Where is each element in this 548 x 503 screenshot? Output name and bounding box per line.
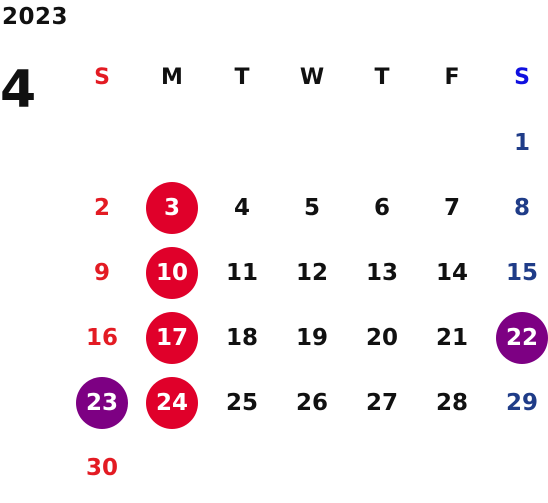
day-cell[interactable]: 11 (207, 240, 277, 305)
day-cell[interactable]: 28 (417, 370, 487, 435)
day-cell[interactable]: 4 (207, 175, 277, 240)
day-cell[interactable]: 8 (487, 175, 548, 240)
day-number: 2 (93, 194, 110, 221)
weeks-container: 1 2 3 4 5 6 7 8 9 10 11 12 13 14 15 16 17 18 19 20 21 22 23 24 2… (67, 110, 548, 500)
day-cell[interactable]: 6 (347, 175, 417, 240)
week-row: 1 (67, 110, 548, 175)
week-row: 30 (67, 435, 548, 500)
week-row: 16 17 18 19 20 21 22 (67, 305, 548, 370)
day-number: 29 (505, 389, 538, 416)
day-number: 22 (496, 311, 548, 364)
year-label: 2023 (2, 4, 69, 30)
day-number: 3 (146, 181, 198, 234)
day-cell[interactable]: 18 (207, 305, 277, 370)
day-cell[interactable]: 22 (487, 305, 548, 370)
day-number: 25 (225, 389, 258, 416)
day-number: 21 (435, 324, 468, 351)
day-number: 9 (93, 259, 110, 286)
day-number: 28 (435, 389, 468, 416)
day-number: 30 (85, 454, 118, 481)
day-number: 4 (233, 194, 250, 221)
day-cell[interactable]: 2 (67, 175, 137, 240)
day-number: 20 (365, 324, 398, 351)
day-number: 13 (365, 259, 398, 286)
day-cell[interactable]: 5 (277, 175, 347, 240)
week-row: 9 10 11 12 13 14 15 (67, 240, 548, 305)
day-number: 16 (85, 324, 118, 351)
day-number: 10 (146, 246, 198, 299)
day-cell[interactable]: 3 (137, 175, 207, 240)
week-row: 2 3 4 5 6 7 8 (67, 175, 548, 240)
day-cell[interactable]: 9 (67, 240, 137, 305)
day-cell[interactable]: 19 (277, 305, 347, 370)
day-cell[interactable]: 26 (277, 370, 347, 435)
day-cell[interactable]: 12 (277, 240, 347, 305)
day-number: 18 (225, 324, 258, 351)
day-number: 27 (365, 389, 398, 416)
weekday-thursday: T (374, 65, 390, 90)
day-cell[interactable]: 14 (417, 240, 487, 305)
weekday-sunday: S (94, 65, 110, 90)
day-number: 5 (303, 194, 320, 221)
day-number: 17 (146, 311, 198, 364)
day-cell[interactable]: 7 (417, 175, 487, 240)
day-number: 12 (295, 259, 328, 286)
day-number: 11 (225, 259, 258, 286)
day-number: 8 (513, 194, 530, 221)
day-number: 24 (146, 376, 198, 429)
day-number: 1 (513, 129, 530, 156)
day-cell[interactable]: 30 (67, 435, 137, 500)
weekday-saturday: S (514, 65, 530, 90)
weekday-wednesday: W (299, 65, 325, 90)
day-cell[interactable]: 20 (347, 305, 417, 370)
day-cell[interactable]: 24 (137, 370, 207, 435)
calendar-grid: S M T W T F S 1 2 3 4 5 6 7 8 9 10 11 12 13 14 15 16 17 1… (67, 45, 548, 500)
day-cell[interactable]: 16 (67, 305, 137, 370)
day-cell[interactable]: 25 (207, 370, 277, 435)
day-cell[interactable]: 1 (487, 110, 548, 175)
day-cell[interactable]: 17 (137, 305, 207, 370)
day-cell[interactable]: 10 (137, 240, 207, 305)
day-cell[interactable]: 27 (347, 370, 417, 435)
day-cell[interactable]: 23 (67, 370, 137, 435)
day-cell[interactable]: 29 (487, 370, 548, 435)
weekday-header-row: S M T W T F S (67, 45, 548, 110)
weekday-friday: F (444, 65, 460, 90)
day-number: 19 (295, 324, 328, 351)
day-number: 6 (373, 194, 390, 221)
day-number: 26 (295, 389, 328, 416)
day-cell[interactable]: 13 (347, 240, 417, 305)
day-number: 7 (443, 194, 460, 221)
weekday-tuesday: T (234, 65, 250, 90)
day-number: 23 (76, 376, 128, 429)
day-number: 14 (435, 259, 468, 286)
day-number: 15 (505, 259, 538, 286)
month-number: 4 (0, 60, 37, 120)
day-cell[interactable]: 21 (417, 305, 487, 370)
day-cell[interactable]: 15 (487, 240, 548, 305)
weekday-monday: M (161, 65, 183, 90)
week-row: 23 24 25 26 27 28 29 (67, 370, 548, 435)
